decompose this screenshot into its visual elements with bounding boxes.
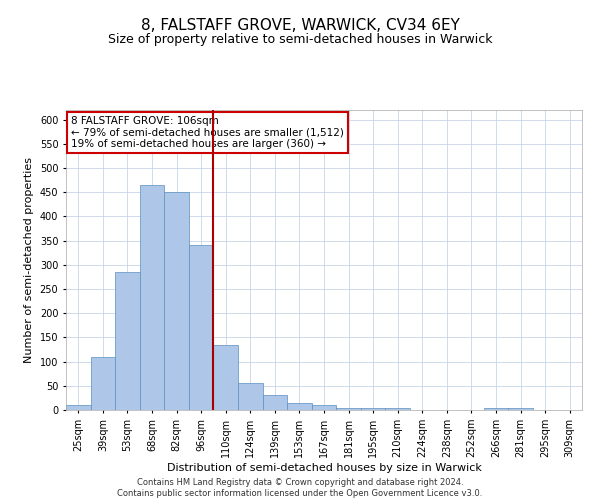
Bar [287,402,312,410]
Text: Contains HM Land Registry data © Crown copyright and database right 2024.
Contai: Contains HM Land Registry data © Crown c… [118,478,482,498]
Bar [312,405,336,410]
Bar [140,185,164,410]
X-axis label: Distribution of semi-detached houses by size in Warwick: Distribution of semi-detached houses by … [167,462,481,472]
Bar [189,246,214,410]
Text: 8, FALSTAFF GROVE, WARWICK, CV34 6EY: 8, FALSTAFF GROVE, WARWICK, CV34 6EY [140,18,460,32]
Bar [66,405,91,410]
Bar [91,357,115,410]
Bar [214,344,238,410]
Bar [263,396,287,410]
Bar [361,408,385,410]
Bar [164,192,189,410]
Bar [115,272,140,410]
Text: Size of property relative to semi-detached houses in Warwick: Size of property relative to semi-detach… [108,32,492,46]
Y-axis label: Number of semi-detached properties: Number of semi-detached properties [24,157,34,363]
Bar [508,408,533,410]
Bar [484,408,508,410]
Text: 8 FALSTAFF GROVE: 106sqm
← 79% of semi-detached houses are smaller (1,512)
19% o: 8 FALSTAFF GROVE: 106sqm ← 79% of semi-d… [71,116,344,149]
Bar [238,384,263,410]
Bar [385,408,410,410]
Bar [336,408,361,410]
